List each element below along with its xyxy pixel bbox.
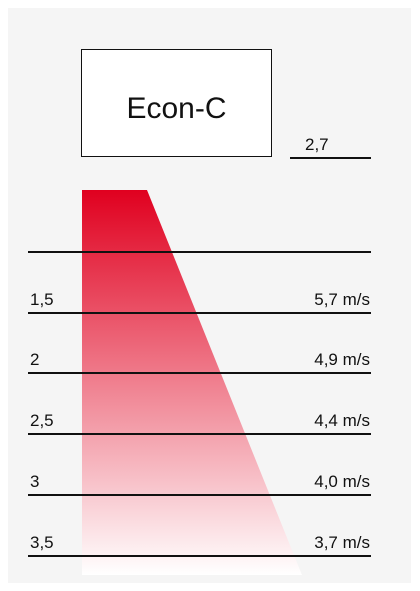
distance-label: 2,5 bbox=[30, 411, 54, 430]
velocity-label: 5,7 m/s bbox=[314, 290, 370, 309]
distance-label: 1,5 bbox=[30, 290, 54, 309]
distance-label: 3,5 bbox=[30, 533, 54, 552]
device-unit: Econ-C bbox=[81, 49, 272, 157]
distance-label: 2 bbox=[30, 350, 39, 369]
velocity-label: 3,7 m/s bbox=[314, 533, 370, 552]
distance-label: 3 bbox=[30, 472, 39, 491]
air-jet-cone bbox=[82, 190, 302, 575]
velocity-label: 4,4 m/s bbox=[314, 411, 370, 430]
mounting-height-label: 2,7 bbox=[305, 135, 329, 154]
device-label: Econ-C bbox=[126, 92, 227, 125]
velocity-label: 4,0 m/s bbox=[314, 472, 370, 491]
velocity-label: 4,9 m/s bbox=[314, 350, 370, 369]
